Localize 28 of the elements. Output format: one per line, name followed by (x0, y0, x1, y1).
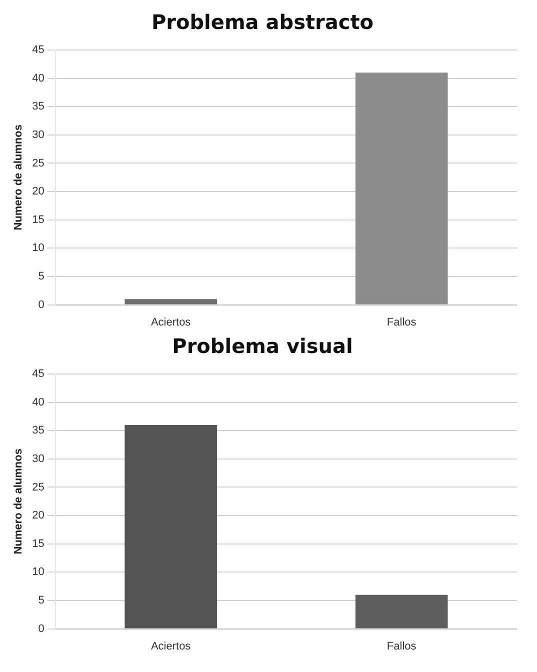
y-tick-label: 30 (32, 128, 44, 141)
y-tick-label: 25 (32, 481, 44, 494)
y-tick-label: 15 (32, 538, 44, 550)
y-tick-label: 15 (32, 214, 44, 226)
y-tick-label: 35 (32, 100, 44, 113)
y-tick-label: 5 (38, 270, 44, 283)
y-tick-label: 5 (38, 594, 44, 607)
y-tick-label: 25 (32, 157, 44, 170)
chart-title: Problema abstracto (151, 10, 374, 34)
x-tick-label: Fallos (386, 316, 417, 328)
y-tick-label: 10 (32, 566, 44, 578)
y-tick-label: 30 (32, 452, 44, 465)
y-tick-label: 10 (32, 242, 44, 254)
y-tick-label: 0 (38, 298, 44, 311)
y-tick-label: 40 (32, 396, 44, 408)
x-tick-label: Aciertos (150, 640, 192, 652)
y-tick-label: 40 (32, 72, 44, 84)
y-tick-label: 20 (32, 186, 44, 198)
y-tick-label: 0 (38, 622, 44, 635)
y-axis-title: Numero de alumnos (12, 124, 25, 230)
y-tick-label: 45 (32, 368, 44, 380)
y-tick-label: 45 (32, 44, 44, 56)
x-tick-label: Fallos (386, 640, 417, 652)
y-axis-title: Numero de alumnos (12, 448, 25, 554)
y-tick-label: 20 (32, 510, 44, 522)
chart-title: Problema visual (172, 334, 353, 358)
x-tick-label: Aciertos (150, 316, 192, 328)
y-tick-label: 35 (32, 424, 44, 437)
